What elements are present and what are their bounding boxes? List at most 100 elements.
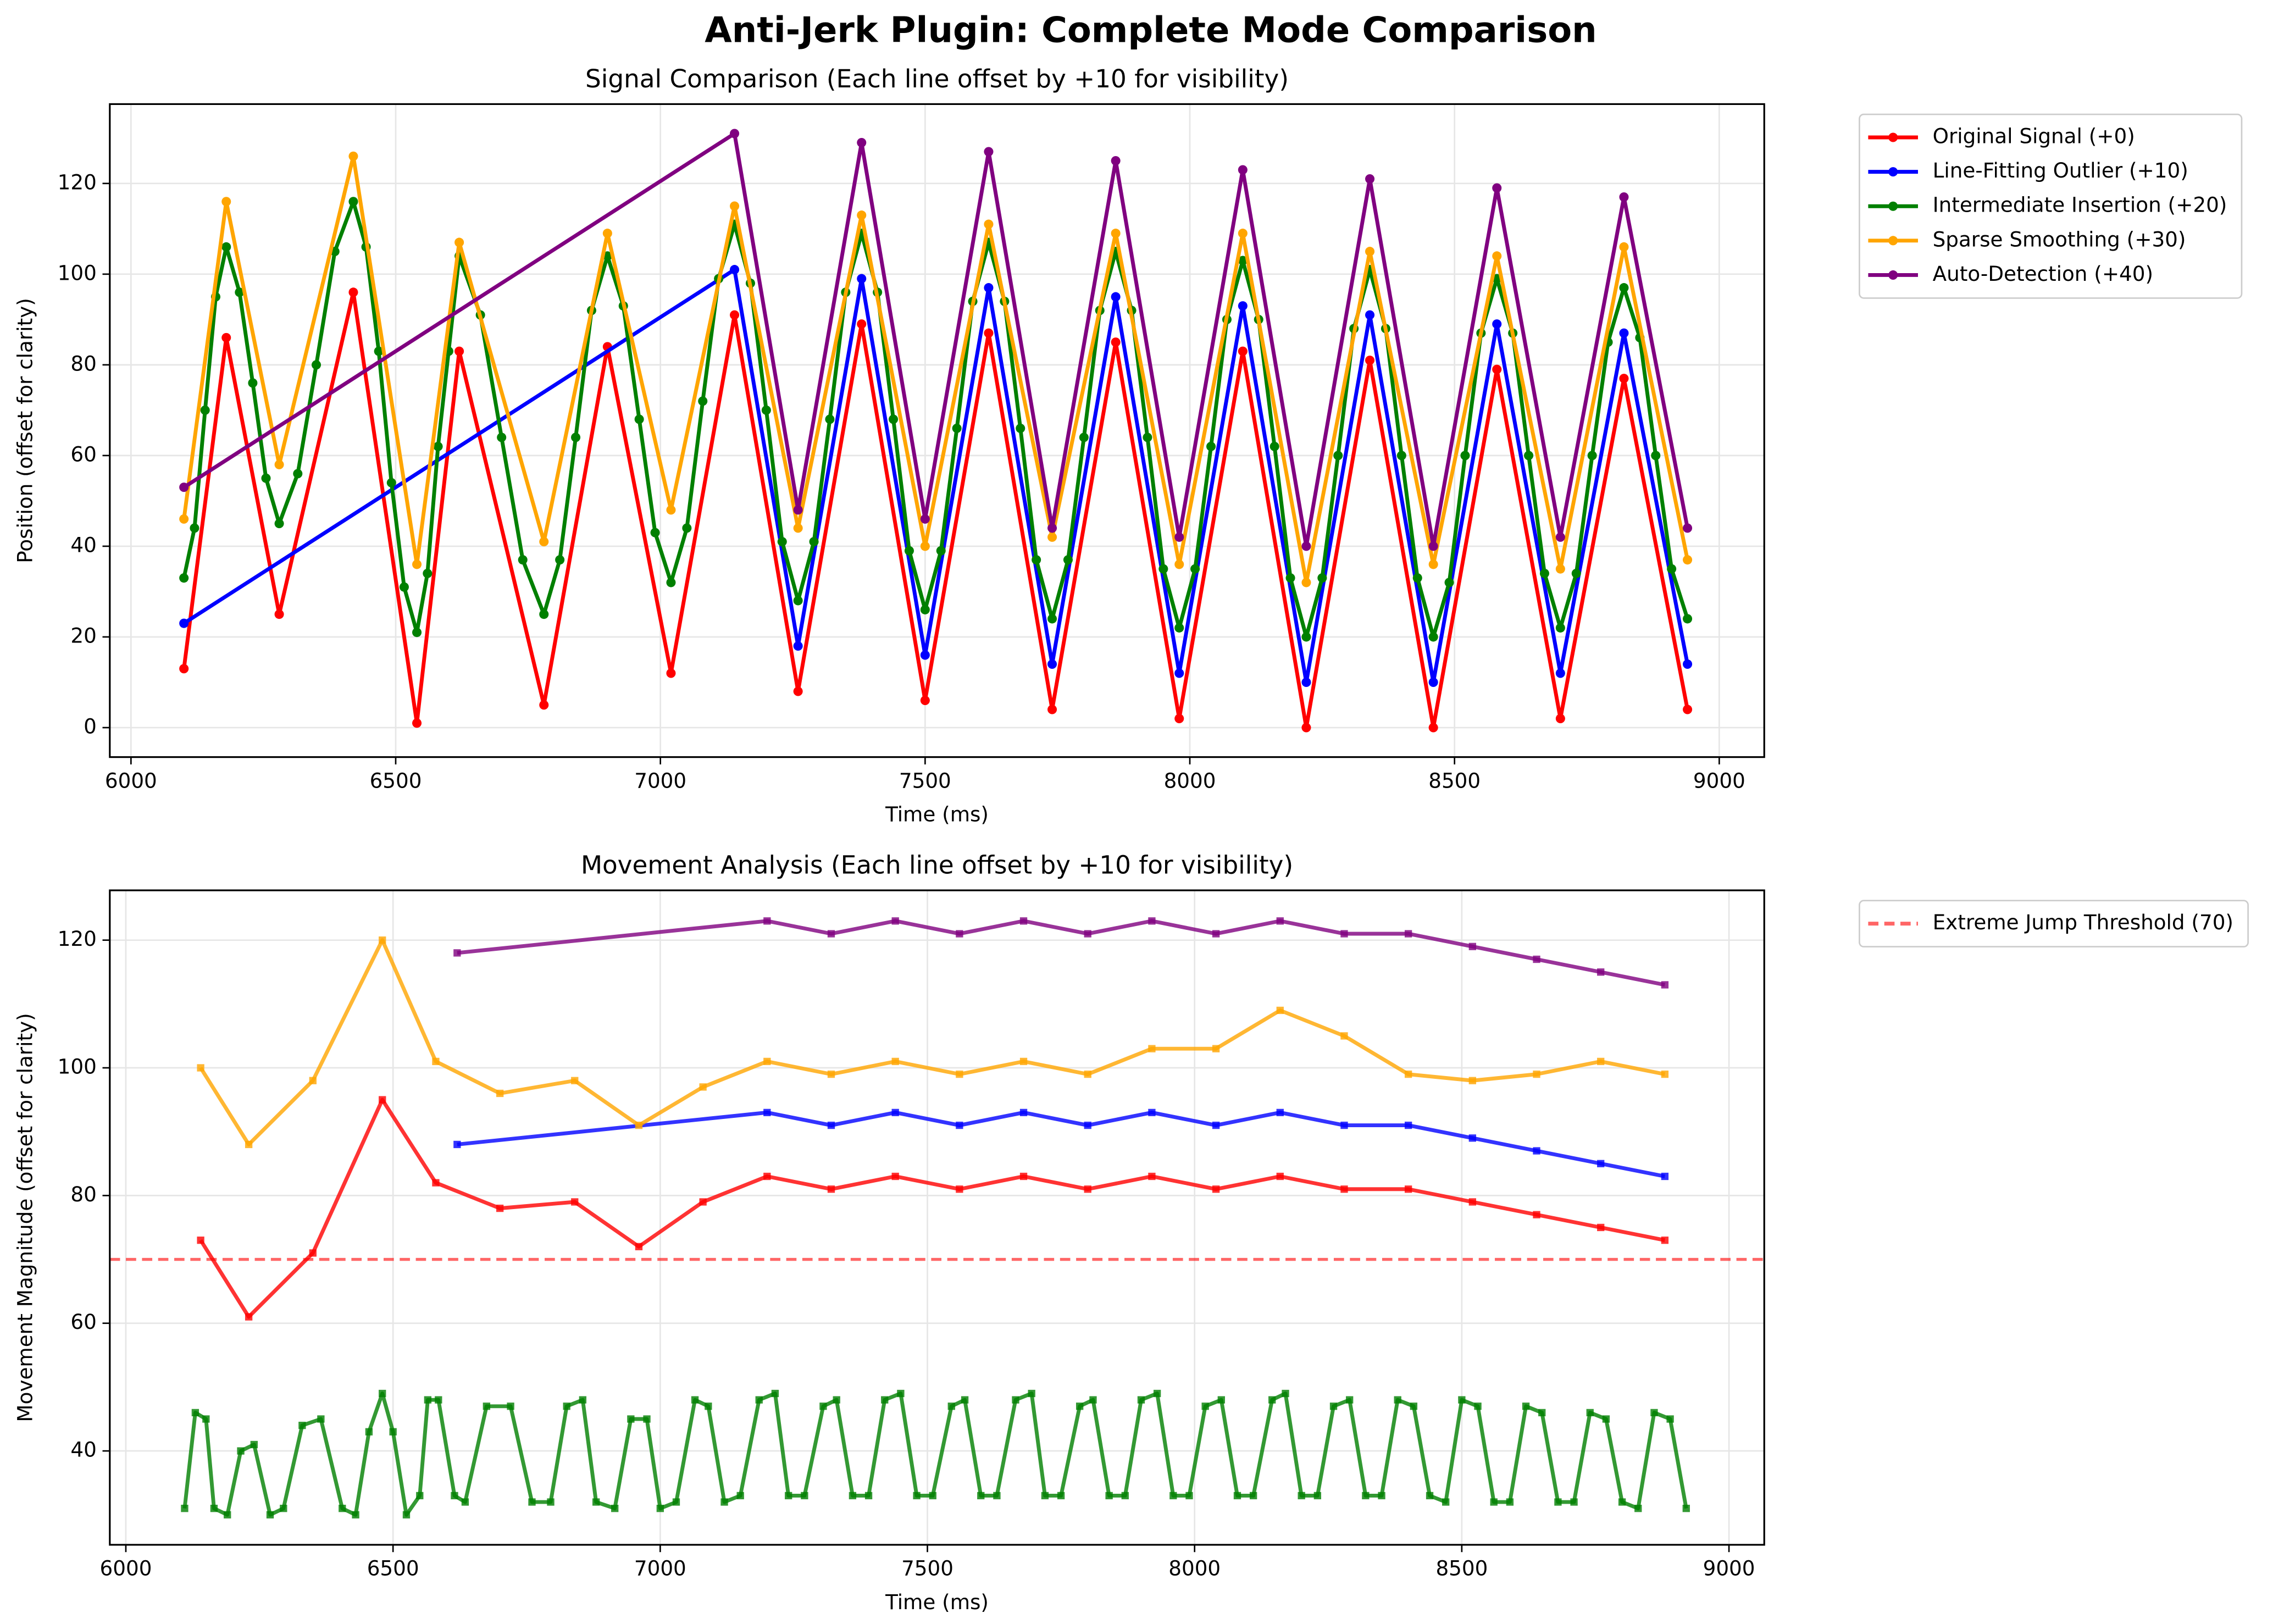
- marker: [1468, 943, 1476, 950]
- marker: [389, 1428, 397, 1435]
- marker: [1396, 451, 1406, 461]
- y-tick-label: 100: [58, 260, 97, 285]
- marker: [1190, 564, 1200, 574]
- marker: [1597, 1160, 1605, 1167]
- marker: [1428, 541, 1438, 551]
- marker: [1111, 337, 1121, 347]
- marker: [1661, 1237, 1669, 1244]
- marker: [1084, 930, 1091, 938]
- marker: [920, 541, 930, 551]
- marker: [777, 537, 787, 547]
- marker: [1571, 568, 1581, 578]
- marker: [1340, 1121, 1348, 1129]
- marker: [224, 1511, 231, 1518]
- marker: [245, 1313, 253, 1321]
- marker: [993, 1492, 1001, 1500]
- marker: [891, 1108, 899, 1116]
- marker: [857, 138, 867, 148]
- marker: [379, 1096, 386, 1104]
- marker: [1084, 1070, 1091, 1078]
- marker: [977, 1492, 985, 1500]
- marker: [399, 582, 409, 592]
- legend-marker: [1888, 167, 1898, 177]
- marker: [809, 537, 819, 547]
- marker: [539, 537, 549, 547]
- figure-title: Anti-Jerk Plugin: Complete Mode Comparis…: [705, 10, 1596, 51]
- series-line: [182, 199, 1689, 639]
- marker: [771, 1389, 779, 1398]
- marker: [309, 1249, 317, 1257]
- plot-frame: [109, 889, 1765, 1546]
- marker: [483, 1403, 490, 1410]
- marker: [197, 1237, 204, 1244]
- marker: [666, 578, 676, 587]
- marker: [1340, 1185, 1348, 1193]
- marker: [379, 936, 386, 944]
- marker: [1057, 1492, 1065, 1500]
- marker: [518, 555, 528, 565]
- marker: [1105, 1492, 1113, 1500]
- marker: [1148, 917, 1156, 925]
- marker: [1468, 1198, 1476, 1206]
- x-tick-label: 7500: [901, 1556, 953, 1581]
- marker: [1111, 229, 1121, 239]
- marker: [730, 201, 740, 211]
- marker: [191, 1409, 199, 1417]
- x-tick-label: 7000: [634, 1556, 686, 1581]
- series-line: [457, 919, 1666, 987]
- marker: [920, 605, 930, 614]
- marker: [833, 1396, 840, 1404]
- marker: [1148, 1108, 1156, 1116]
- marker: [386, 478, 396, 487]
- marker: [1201, 1403, 1209, 1410]
- legend-label: Original Signal (+0): [1933, 124, 2135, 148]
- marker: [1233, 1492, 1241, 1500]
- marker: [1683, 523, 1693, 533]
- marker: [339, 1505, 346, 1512]
- marker: [1047, 523, 1057, 533]
- marker: [453, 1140, 461, 1149]
- marker: [1317, 573, 1327, 583]
- chart-title: Signal Comparison (Each line offset by +…: [585, 64, 1289, 93]
- marker: [1533, 1211, 1540, 1218]
- marker: [1474, 1403, 1482, 1410]
- marker: [947, 1403, 955, 1410]
- marker: [920, 650, 930, 660]
- marker: [666, 505, 676, 515]
- marker: [1492, 364, 1502, 374]
- marker: [563, 1403, 570, 1410]
- marker: [857, 210, 867, 220]
- marker: [1268, 1396, 1276, 1404]
- marker: [1602, 1415, 1610, 1423]
- marker: [435, 1396, 442, 1404]
- marker: [1522, 1403, 1530, 1410]
- marker: [1084, 1121, 1091, 1129]
- marker: [1555, 713, 1565, 723]
- marker: [913, 1492, 921, 1500]
- marker: [1111, 156, 1121, 166]
- marker: [1238, 165, 1248, 175]
- marker: [1492, 319, 1502, 329]
- marker: [1586, 1409, 1594, 1417]
- marker: [1365, 356, 1375, 365]
- x-tick-label: 9000: [1693, 768, 1745, 792]
- marker: [1538, 1409, 1546, 1417]
- marker: [1683, 659, 1693, 669]
- marker: [179, 618, 189, 628]
- marker: [1285, 573, 1295, 583]
- marker: [352, 1511, 359, 1518]
- legend-label: Intermediate Insertion (+20): [1933, 193, 2227, 217]
- marker: [699, 1083, 707, 1091]
- marker: [592, 1498, 600, 1506]
- marker: [311, 360, 321, 370]
- y-tick-label: 20: [70, 623, 96, 647]
- marker: [634, 414, 644, 424]
- marker: [1238, 346, 1248, 356]
- legend: Extreme Jump Threshold (70): [1859, 900, 2249, 947]
- marker: [1597, 1057, 1605, 1066]
- marker: [202, 1415, 210, 1423]
- marker: [1250, 1492, 1257, 1500]
- marker: [555, 555, 565, 565]
- marker: [1028, 1389, 1035, 1398]
- marker: [984, 147, 994, 157]
